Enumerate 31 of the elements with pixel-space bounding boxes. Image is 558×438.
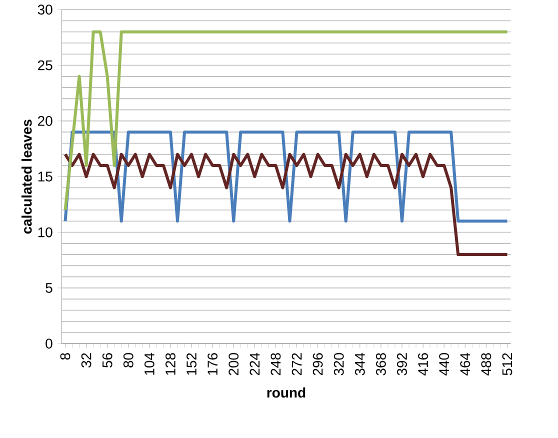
x-axis-title: round: [267, 387, 306, 398]
x-tick-label: 104: [144, 352, 154, 375]
y-axis-title: calculated leaves: [21, 119, 32, 234]
x-tick-label: 296: [312, 352, 323, 376]
x-tick-label: 200: [228, 352, 239, 376]
x-tick-label: 392: [397, 353, 407, 376]
x-tick-label: 272: [292, 353, 302, 376]
x-tick-label: 176: [208, 352, 218, 375]
y-tick-label: 30: [38, 4, 52, 14]
x-tick-label: 368: [376, 352, 386, 376]
y-tick-label: 25: [38, 60, 52, 70]
x-tick-label: 56: [102, 352, 112, 368]
x-tick-label: 488: [481, 352, 492, 376]
y-tick-label: 0: [46, 338, 52, 348]
x-tick-label: 152: [186, 353, 196, 375]
y-tick-label: 15: [38, 172, 52, 182]
x-tick-label: 512: [502, 353, 512, 376]
x-tick-label: 464: [460, 352, 470, 376]
x-tick-label: 224: [250, 352, 260, 376]
x-tick-label: 320: [334, 352, 344, 376]
y-tick-label: 5: [46, 282, 52, 293]
x-tick-label: 440: [439, 352, 450, 376]
y-tick-label: 20: [38, 116, 52, 126]
x-tick-label: 344: [354, 352, 365, 376]
x-tick-label: 32: [81, 353, 92, 368]
x-tick-label: 128: [166, 352, 176, 375]
x-tick-label: 416: [418, 352, 428, 376]
x-tick-label: 248: [270, 352, 281, 376]
x-tick-label: 80: [123, 352, 134, 368]
x-tick-label: 8: [60, 352, 70, 360]
y-tick-label: 10: [38, 227, 52, 238]
